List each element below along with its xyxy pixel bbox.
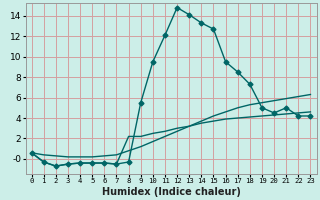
X-axis label: Humidex (Indice chaleur): Humidex (Indice chaleur) bbox=[101, 187, 240, 197]
